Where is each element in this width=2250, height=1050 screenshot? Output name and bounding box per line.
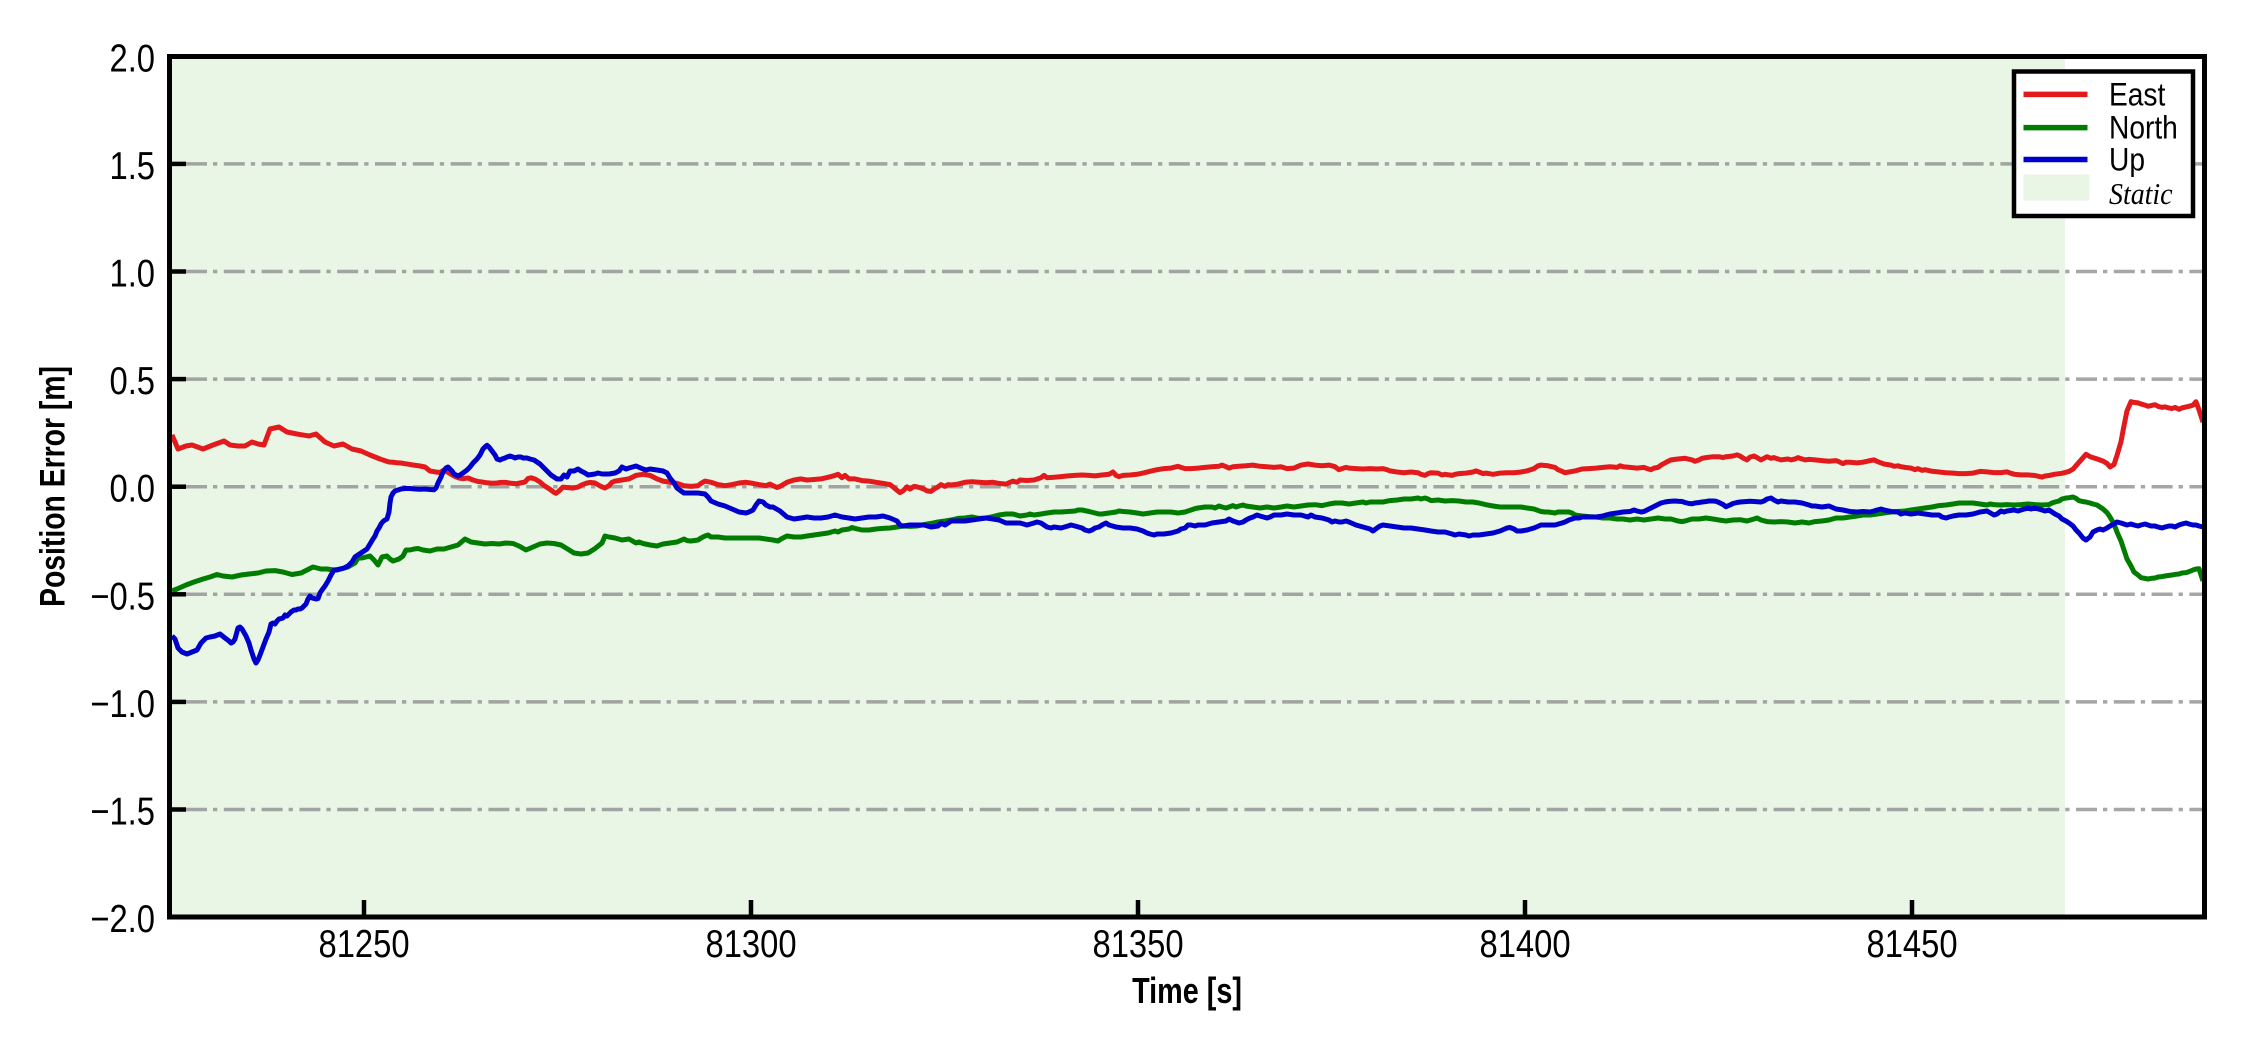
svg-text:81450: 81450 <box>1866 921 1957 965</box>
svg-text:−1.0: −1.0 <box>90 681 155 725</box>
svg-text:Static: Static <box>2109 178 2173 212</box>
svg-text:Time [s]: Time [s] <box>1132 970 1242 1011</box>
svg-text:−1.5: −1.5 <box>90 789 155 833</box>
svg-text:0.0: 0.0 <box>109 466 155 510</box>
svg-text:81400: 81400 <box>1479 921 1570 965</box>
svg-text:81350: 81350 <box>1092 921 1183 965</box>
svg-text:1.0: 1.0 <box>109 251 155 295</box>
svg-text:81300: 81300 <box>705 921 796 965</box>
svg-text:Position Error [m]: Position Error [m] <box>33 366 73 607</box>
svg-text:−0.5: −0.5 <box>90 574 155 618</box>
svg-text:0.5: 0.5 <box>109 358 155 402</box>
svg-text:−2.0: −2.0 <box>90 896 155 940</box>
svg-text:1.5: 1.5 <box>109 143 155 187</box>
svg-text:East: East <box>2109 78 2166 113</box>
svg-text:Up: Up <box>2109 143 2145 178</box>
svg-text:North: North <box>2109 111 2178 146</box>
svg-text:81250: 81250 <box>318 921 409 965</box>
svg-text:2.0: 2.0 <box>109 36 155 80</box>
